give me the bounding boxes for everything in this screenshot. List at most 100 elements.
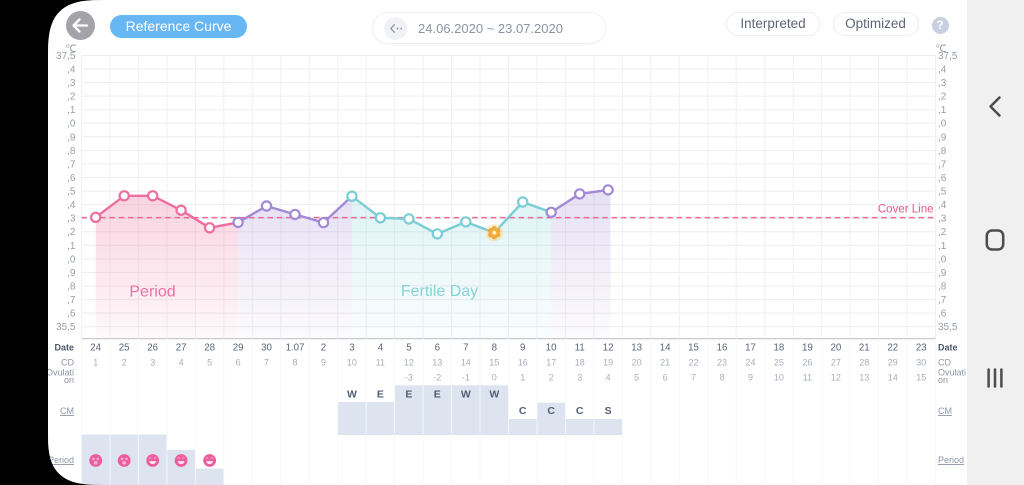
svg-text:2: 2	[321, 343, 326, 354]
svg-text:Date: Date	[54, 343, 74, 353]
svg-text:C: C	[519, 405, 527, 417]
svg-text:11: 11	[803, 373, 812, 383]
svg-text:20: 20	[632, 358, 642, 368]
svg-text:Date: Date	[938, 343, 958, 353]
svg-text:15: 15	[688, 343, 699, 354]
svg-text:Cover Line: Cover Line	[878, 204, 934, 216]
svg-text:7: 7	[691, 373, 696, 383]
svg-text:10: 10	[774, 373, 784, 383]
svg-text:CM: CM	[938, 406, 952, 416]
svg-text:,0: ,0	[67, 254, 76, 265]
svg-text:14: 14	[660, 343, 671, 354]
svg-text:27: 27	[831, 358, 841, 368]
svg-text:,2: ,2	[938, 92, 947, 103]
svg-text:12: 12	[831, 373, 841, 383]
svg-text:28: 28	[204, 343, 215, 354]
svg-text:17: 17	[546, 358, 556, 368]
svg-text:,3: ,3	[938, 214, 947, 225]
svg-text:,2: ,2	[938, 227, 947, 238]
svg-text:10: 10	[546, 343, 557, 354]
svg-text:9: 9	[748, 373, 753, 383]
svg-text:,3: ,3	[67, 214, 76, 225]
svg-text:CM: CM	[60, 406, 74, 416]
svg-text:,5: ,5	[67, 187, 76, 198]
svg-text:,7: ,7	[67, 159, 76, 170]
svg-text:1: 1	[520, 373, 525, 383]
svg-text:5: 5	[406, 343, 411, 354]
svg-text:25: 25	[774, 358, 784, 368]
svg-text:2: 2	[549, 373, 554, 383]
svg-text:CD: CD	[938, 358, 951, 368]
svg-text:14: 14	[461, 358, 471, 368]
svg-text:12: 12	[603, 343, 614, 354]
svg-text:on: on	[64, 375, 74, 385]
svg-text:0: 0	[492, 373, 497, 383]
svg-text:,1: ,1	[67, 241, 76, 252]
svg-text:5: 5	[207, 358, 212, 368]
svg-text:,3: ,3	[938, 78, 947, 89]
svg-text:E: E	[405, 389, 412, 401]
svg-text:,6: ,6	[938, 173, 947, 184]
svg-text:11: 11	[575, 343, 585, 354]
svg-text:℃: ℃	[935, 44, 946, 55]
svg-text:8: 8	[492, 343, 497, 354]
svg-text:16: 16	[717, 343, 728, 354]
svg-text:3: 3	[150, 358, 155, 368]
svg-text:7: 7	[463, 343, 468, 354]
svg-text:Ovulati: Ovulati	[938, 368, 966, 378]
svg-text:,6: ,6	[67, 309, 76, 320]
svg-text:,7: ,7	[67, 295, 76, 306]
svg-text:37,5: 37,5	[56, 51, 76, 62]
svg-text:,4: ,4	[67, 65, 76, 76]
svg-text:19: 19	[603, 358, 613, 368]
svg-text:2: 2	[122, 358, 127, 368]
svg-text:,9: ,9	[67, 268, 76, 279]
svg-text:29: 29	[888, 358, 898, 368]
svg-text:21: 21	[859, 343, 870, 354]
svg-text:Fertile Day: Fertile Day	[401, 283, 478, 300]
svg-text:,6: ,6	[67, 173, 76, 184]
svg-text:3: 3	[577, 373, 582, 383]
svg-text:-2: -2	[433, 373, 441, 383]
svg-text:14: 14	[888, 373, 898, 383]
svg-text:24: 24	[90, 343, 101, 354]
svg-text:,7: ,7	[938, 159, 947, 170]
svg-text:W: W	[347, 389, 357, 401]
svg-text:,8: ,8	[938, 146, 947, 157]
svg-text:29: 29	[233, 343, 244, 354]
svg-text:S: S	[605, 405, 612, 417]
svg-text:W: W	[461, 389, 471, 401]
svg-text:,7: ,7	[938, 295, 947, 306]
svg-text:3: 3	[349, 343, 354, 354]
svg-text:6: 6	[663, 373, 668, 383]
svg-text:,4: ,4	[938, 65, 947, 76]
svg-text:,8: ,8	[938, 282, 947, 293]
svg-text:7: 7	[264, 358, 269, 368]
svg-text:25: 25	[119, 343, 130, 354]
svg-text:18: 18	[575, 358, 585, 368]
svg-text:19: 19	[802, 343, 813, 354]
svg-text:C: C	[576, 405, 584, 417]
svg-text:,1: ,1	[67, 105, 76, 116]
svg-text:-3: -3	[405, 373, 413, 383]
svg-text:35,5: 35,5	[56, 322, 76, 333]
svg-text:,3: ,3	[67, 78, 76, 89]
svg-text:Period: Period	[129, 284, 175, 301]
svg-text:27: 27	[176, 343, 187, 354]
svg-text:22: 22	[688, 358, 698, 368]
svg-text:4: 4	[378, 343, 384, 354]
svg-text:26: 26	[802, 358, 812, 368]
svg-text:4: 4	[179, 358, 184, 368]
svg-text:30: 30	[261, 343, 272, 354]
svg-text:20: 20	[831, 343, 842, 354]
svg-text:,9: ,9	[938, 132, 947, 143]
svg-text:15: 15	[489, 358, 499, 368]
svg-text:Period: Period	[938, 455, 964, 465]
svg-text:6: 6	[435, 343, 440, 354]
svg-text:E: E	[377, 389, 384, 401]
svg-text:,0: ,0	[67, 119, 76, 130]
svg-text:9: 9	[520, 343, 525, 354]
svg-text:4: 4	[606, 373, 611, 383]
svg-text:8: 8	[719, 373, 724, 383]
svg-text:30: 30	[916, 358, 926, 368]
